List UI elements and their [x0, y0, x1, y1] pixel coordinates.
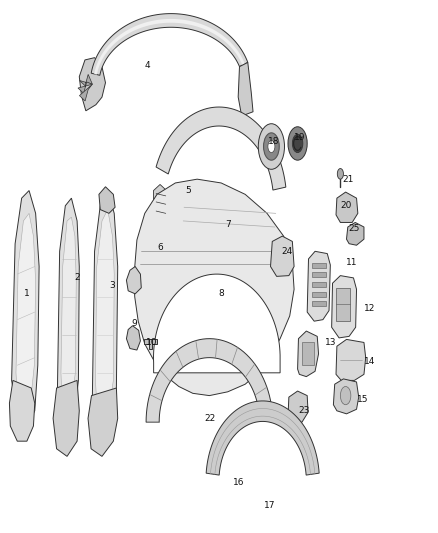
Text: 3: 3 [109, 281, 115, 290]
Text: 15: 15 [357, 395, 369, 404]
Polygon shape [95, 209, 114, 418]
Polygon shape [92, 191, 118, 433]
Polygon shape [149, 340, 152, 349]
Polygon shape [311, 281, 326, 287]
Polygon shape [10, 381, 35, 441]
Text: 20: 20 [340, 201, 351, 210]
Polygon shape [156, 107, 286, 190]
Polygon shape [311, 301, 326, 306]
Polygon shape [333, 379, 359, 414]
Polygon shape [134, 179, 294, 395]
Polygon shape [336, 288, 350, 321]
Text: 13: 13 [325, 338, 336, 347]
Circle shape [292, 134, 303, 152]
Circle shape [268, 140, 275, 152]
Circle shape [288, 127, 307, 160]
Text: 5: 5 [186, 186, 191, 195]
Text: 25: 25 [349, 224, 360, 233]
Polygon shape [206, 401, 319, 475]
Text: 11: 11 [346, 258, 358, 267]
Circle shape [337, 168, 343, 179]
Text: 7: 7 [225, 220, 231, 229]
Polygon shape [79, 84, 92, 101]
Text: 24: 24 [281, 247, 292, 256]
Text: 2: 2 [74, 273, 80, 282]
Polygon shape [271, 236, 294, 277]
Polygon shape [57, 198, 79, 426]
Polygon shape [288, 391, 308, 422]
Polygon shape [311, 272, 326, 277]
Text: 1: 1 [24, 288, 30, 297]
Polygon shape [53, 381, 79, 456]
Polygon shape [79, 75, 92, 86]
Text: 22: 22 [205, 414, 216, 423]
Text: 10: 10 [145, 338, 157, 347]
Text: 19: 19 [294, 133, 306, 142]
Text: 23: 23 [298, 406, 310, 415]
Polygon shape [302, 342, 314, 365]
Polygon shape [127, 326, 141, 350]
Text: 21: 21 [342, 175, 353, 184]
Text: 6: 6 [157, 243, 163, 252]
Circle shape [340, 386, 351, 405]
Circle shape [264, 133, 279, 160]
Polygon shape [16, 213, 35, 411]
Text: 18: 18 [268, 136, 279, 146]
Polygon shape [146, 338, 272, 422]
Polygon shape [307, 252, 330, 321]
Polygon shape [238, 62, 253, 116]
Polygon shape [297, 331, 318, 377]
Polygon shape [332, 276, 357, 338]
Polygon shape [336, 340, 366, 381]
Polygon shape [12, 191, 39, 426]
Polygon shape [346, 222, 364, 245]
Polygon shape [94, 19, 245, 75]
Polygon shape [336, 192, 358, 222]
Text: 14: 14 [364, 357, 375, 366]
Polygon shape [99, 187, 115, 213]
Text: 12: 12 [364, 304, 375, 313]
Polygon shape [153, 274, 280, 373]
Polygon shape [61, 217, 76, 411]
Text: 16: 16 [233, 479, 244, 488]
Polygon shape [79, 58, 106, 111]
Polygon shape [311, 292, 326, 297]
Polygon shape [78, 82, 92, 93]
Polygon shape [153, 184, 169, 229]
Polygon shape [127, 266, 141, 294]
Text: 8: 8 [218, 288, 224, 297]
Circle shape [258, 124, 285, 169]
Polygon shape [311, 263, 326, 268]
Polygon shape [91, 14, 248, 75]
Text: 9: 9 [131, 319, 137, 328]
Text: 17: 17 [264, 501, 275, 510]
Text: 4: 4 [144, 61, 150, 70]
Polygon shape [144, 340, 157, 344]
Polygon shape [88, 388, 118, 456]
